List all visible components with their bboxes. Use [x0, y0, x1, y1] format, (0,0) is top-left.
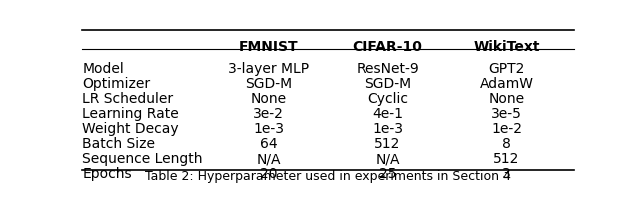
Text: Learning Rate: Learning Rate — [83, 107, 179, 121]
Text: GPT2: GPT2 — [488, 62, 525, 76]
Text: 25: 25 — [379, 167, 396, 181]
Text: 512: 512 — [493, 152, 520, 166]
Text: N/A: N/A — [375, 152, 400, 166]
Text: None: None — [250, 92, 287, 106]
Text: WikiText: WikiText — [474, 40, 540, 54]
Text: 3: 3 — [502, 167, 511, 181]
Text: CIFAR-10: CIFAR-10 — [353, 40, 422, 54]
Text: SGD-M: SGD-M — [245, 77, 292, 91]
Text: 512: 512 — [374, 137, 401, 151]
Text: Sequence Length: Sequence Length — [83, 152, 203, 166]
Text: Weight Decay: Weight Decay — [83, 122, 179, 136]
Text: ResNet-9: ResNet-9 — [356, 62, 419, 76]
Text: Optimizer: Optimizer — [83, 77, 150, 91]
Text: Batch Size: Batch Size — [83, 137, 156, 151]
Text: 1e-2: 1e-2 — [491, 122, 522, 136]
Text: 3e-2: 3e-2 — [253, 107, 284, 121]
Text: Table 2: Hyperparameter used in experiments in Section 4: Table 2: Hyperparameter used in experime… — [145, 170, 511, 183]
Text: None: None — [488, 92, 525, 106]
Text: AdamW: AdamW — [479, 77, 534, 91]
Text: LR Scheduler: LR Scheduler — [83, 92, 173, 106]
Text: 1e-3: 1e-3 — [372, 122, 403, 136]
Text: 3e-5: 3e-5 — [491, 107, 522, 121]
Text: Model: Model — [83, 62, 124, 76]
Text: Epochs: Epochs — [83, 167, 132, 181]
Text: N/A: N/A — [256, 152, 281, 166]
Text: FMNIST: FMNIST — [239, 40, 298, 54]
Text: 20: 20 — [260, 167, 277, 181]
Text: 1e-3: 1e-3 — [253, 122, 284, 136]
Text: 3-layer MLP: 3-layer MLP — [228, 62, 309, 76]
Text: 4e-1: 4e-1 — [372, 107, 403, 121]
Text: Cyclic: Cyclic — [367, 92, 408, 106]
Text: 8: 8 — [502, 137, 511, 151]
Text: SGD-M: SGD-M — [364, 77, 411, 91]
Text: 64: 64 — [260, 137, 277, 151]
